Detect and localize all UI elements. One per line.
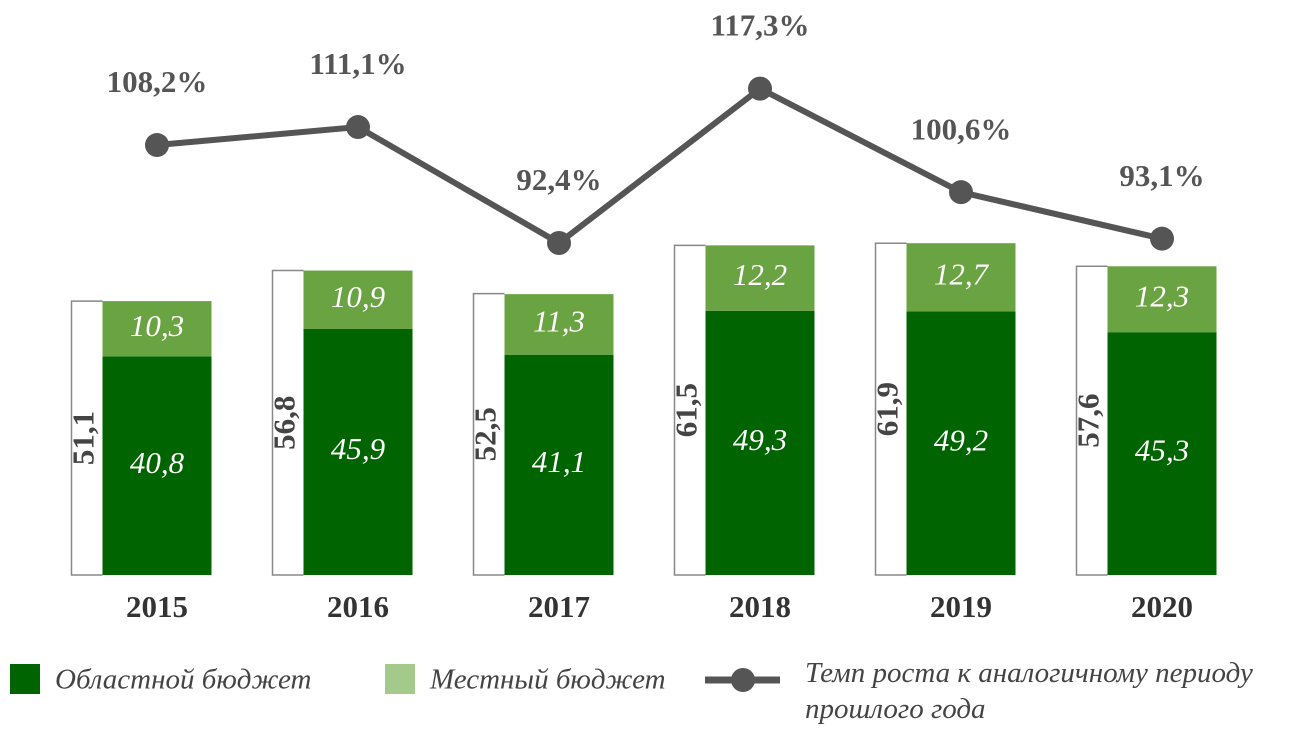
rate-label: 108,2% <box>107 64 208 99</box>
x-tick-label: 2020 <box>1131 589 1193 624</box>
total-bracket <box>673 244 706 576</box>
bar-segment <box>705 310 815 575</box>
rate-line <box>156 85 1163 247</box>
bar-segment <box>906 243 1016 312</box>
bar-segment <box>303 270 413 329</box>
bar-segment <box>504 354 614 575</box>
segment-label: 49,2 <box>934 422 988 457</box>
rate-label: 111,1% <box>309 46 406 81</box>
bar-segment <box>102 356 212 575</box>
rate-label: 92,4% <box>516 162 601 197</box>
segment-label: 11,3 <box>533 304 585 339</box>
x-tick-label: 2016 <box>327 589 389 624</box>
rate-marker <box>1150 226 1174 251</box>
bar-segment <box>906 311 1016 575</box>
total-label: 51,1 <box>66 411 101 465</box>
rate-marker <box>145 133 169 158</box>
segment-label: 40,8 <box>130 445 185 480</box>
rate-marker <box>346 115 370 140</box>
segment-label: 12,7 <box>934 256 990 291</box>
legend-marker <box>731 668 755 692</box>
legend-swatch <box>385 664 415 694</box>
rate-marker <box>748 76 772 101</box>
segment-label: 41,1 <box>532 444 586 479</box>
legend-label: Областной бюджет <box>55 664 311 696</box>
total-bracket <box>70 300 103 576</box>
total-bracket <box>874 242 907 576</box>
rate-label: 93,1% <box>1119 158 1204 193</box>
total-bracket <box>1075 265 1108 576</box>
rate-marker <box>949 180 973 205</box>
bar-segment <box>303 328 413 575</box>
x-tick-label: 2015 <box>126 589 188 624</box>
bar-segment <box>102 301 212 357</box>
legend-text-box: Темп роста к аналогичному периоду прошло… <box>805 657 1253 725</box>
bar-segment <box>1107 332 1217 575</box>
segment-label: 45,9 <box>331 431 385 466</box>
segment-label: 49,3 <box>733 422 787 457</box>
legend-swatch <box>10 664 40 694</box>
rate-label: 117,3% <box>710 8 809 43</box>
segment-label: 12,3 <box>1135 278 1189 313</box>
x-tick-label: 2019 <box>930 589 992 624</box>
total-bracket <box>472 292 505 576</box>
total-label: 52,5 <box>468 407 503 461</box>
legend-label: Темп роста к аналогичному периоду прошло… <box>805 657 1253 725</box>
segment-label: 10,9 <box>331 279 385 314</box>
total-label: 61,5 <box>669 383 704 437</box>
total-label: 57,6 <box>1071 394 1106 448</box>
total-bracket <box>271 269 304 576</box>
segment-label: 12,2 <box>733 257 787 292</box>
total-label: 56,8 <box>267 396 302 450</box>
rate-marker <box>547 231 571 255</box>
segment-label: 45,3 <box>1135 433 1189 468</box>
x-tick-label: 2017 <box>528 589 590 624</box>
bar-segment <box>1107 266 1217 333</box>
segment-label: 10,3 <box>130 308 184 343</box>
x-tick-label: 2018 <box>729 589 791 624</box>
bar-segment <box>504 294 614 355</box>
legend-label: Местный бюджет <box>429 664 666 696</box>
total-label: 61,9 <box>870 382 905 436</box>
bar-segment <box>705 245 815 311</box>
rate-label: 100,6% <box>911 111 1012 146</box>
